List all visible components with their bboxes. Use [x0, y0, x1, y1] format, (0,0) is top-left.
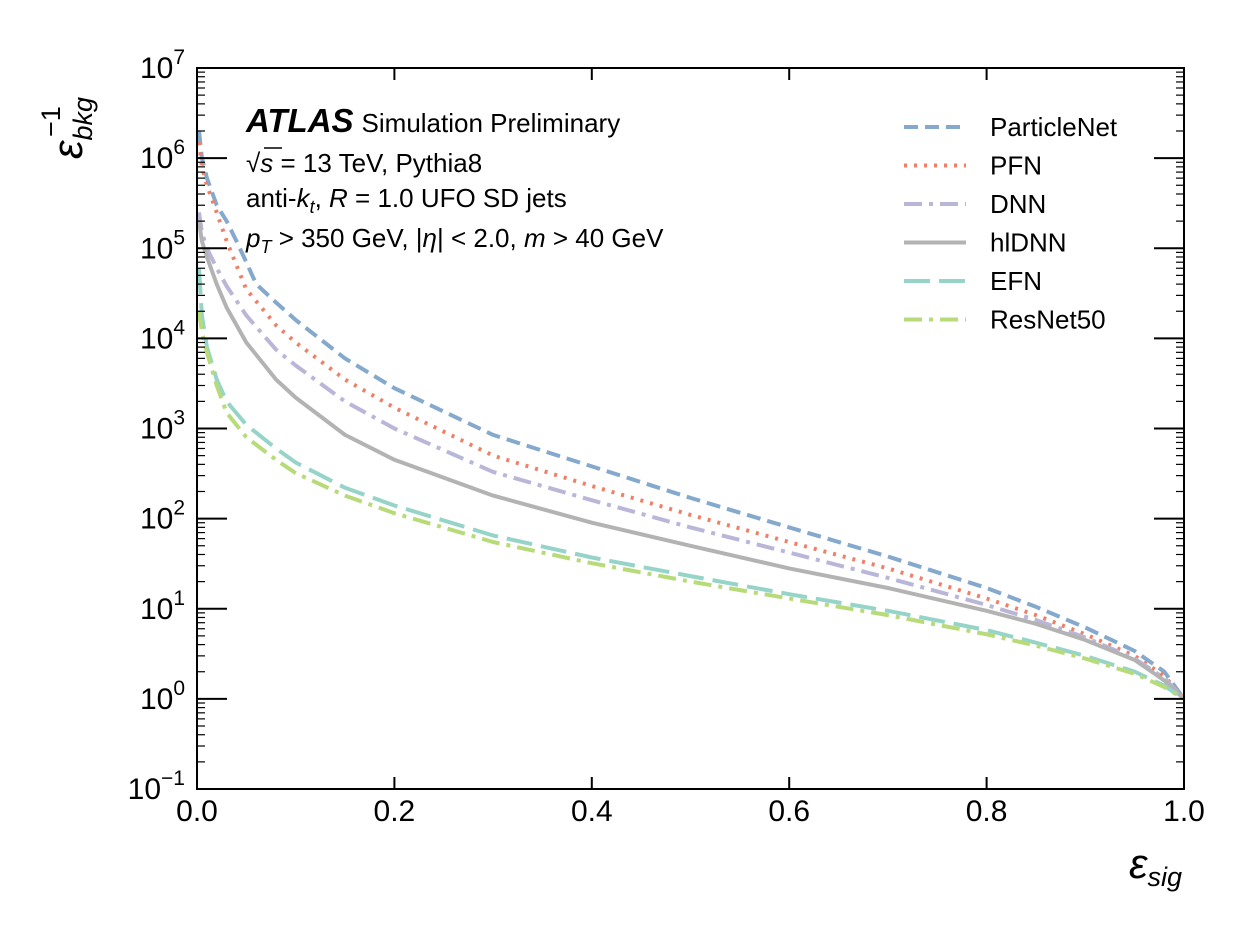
- legend: ParticleNet PFN DNN hlDNN EFN ResNet50: [904, 112, 1118, 335]
- legend-label-resnet50: ResNet50: [990, 305, 1106, 335]
- plot-area: [197, 68, 1184, 789]
- legend-label-efn: EFN: [990, 266, 1042, 296]
- legend-label-hldnn: hlDNN: [990, 228, 1067, 258]
- legend-label-dnn: DNN: [990, 189, 1046, 219]
- x-tick-label: 0.4: [571, 795, 613, 828]
- y-axis: 10−1 100 101 102 103 104 105 106 107: [128, 46, 1184, 806]
- y-tick-label: 10−1: [128, 767, 185, 806]
- legend-label-particlenet: ParticleNet: [990, 112, 1118, 142]
- y-axis-label: εbkg−1: [36, 97, 98, 159]
- series-line-dnn: [197, 212, 1186, 701]
- y-tick-label: 102: [140, 497, 185, 536]
- x-tick-label: 0.2: [374, 795, 416, 828]
- series-line-pfn: [197, 142, 1186, 701]
- annotation-cuts: pT > 350 GeV, |η| < 2.0, m > 40 GeV: [245, 223, 664, 257]
- series-line-particlenet: [197, 130, 1186, 701]
- y-tick-label: 100: [140, 677, 185, 716]
- series-line-hldnn: [197, 220, 1186, 701]
- y-tick-label: 105: [140, 226, 185, 265]
- y-tick-label: 101: [140, 587, 185, 626]
- x-tick-label: 1.0: [1163, 795, 1205, 828]
- series-line-efn: [197, 268, 1186, 701]
- y-tick-label: 103: [140, 407, 185, 446]
- series-line-resnet50: [197, 310, 1186, 701]
- y-tick-label: 104: [140, 316, 185, 355]
- x-tick-label: 0.6: [768, 795, 810, 828]
- atlas-label: ATLAS Simulation Preliminary: [245, 102, 620, 139]
- x-axis: 0.0 0.2 0.4 0.6 0.8 1.0: [176, 68, 1205, 828]
- annotation-energy: √s = 13 TeV, Pythia8: [246, 148, 482, 178]
- annotation-jets: anti-kt, R = 1.0 UFO SD jets: [246, 183, 567, 217]
- x-tick-label: 0.0: [176, 795, 218, 828]
- x-tick-label: 0.8: [966, 795, 1008, 828]
- legend-label-pfn: PFN: [990, 151, 1042, 181]
- y-tick-label: 107: [140, 46, 185, 85]
- series-layer: [197, 130, 1186, 701]
- x-axis-label: εsig: [1129, 840, 1182, 892]
- y-tick-label: 106: [140, 136, 185, 175]
